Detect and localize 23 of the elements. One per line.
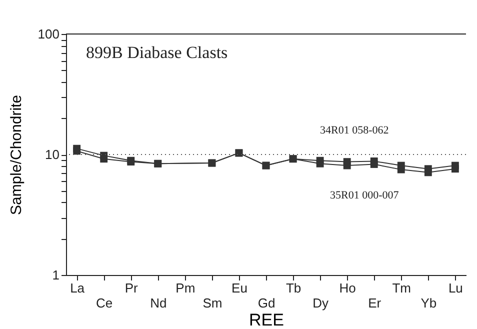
x-tick-label: Tb — [286, 280, 302, 296]
x-tick-label: Pr — [124, 280, 139, 296]
x-tick-label: Ce — [96, 296, 113, 310]
series-label: 34R01 058-062 — [320, 124, 389, 137]
y-axis-title: Sample/Chondrite — [8, 94, 25, 216]
text: 899B Diabase Clasts — [86, 43, 228, 62]
x-tick-label: Tm — [392, 280, 412, 296]
x-tick-label: Eu — [232, 280, 248, 296]
x-axis-title: REE — [249, 310, 284, 329]
series-label: 35R01 000-007 — [330, 190, 400, 202]
y-tick-label: 10 — [45, 147, 60, 162]
y-tick-label: 100 — [38, 26, 60, 42]
x-tick-label: Dy — [312, 296, 329, 310]
x-tick-label: La — [70, 280, 86, 296]
x-tick-label: Gd — [258, 296, 276, 310]
x-tick-label: Ho — [339, 280, 356, 296]
x-tick-label: Sm — [202, 296, 222, 310]
x-tick-label: Pm — [176, 280, 196, 296]
x-tick-label: Lu — [448, 280, 463, 296]
x-tick-label: Nd — [150, 296, 167, 310]
y-tick-label: 1 — [52, 268, 60, 282]
x-tick-label: Er — [368, 296, 382, 310]
x-tick-label: Yb — [420, 296, 437, 310]
